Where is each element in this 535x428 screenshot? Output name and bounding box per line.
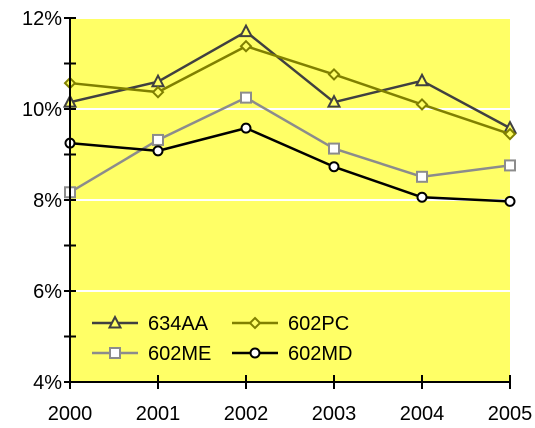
y-tick-label: 10%: [22, 99, 62, 121]
data-point-602MD: [328, 161, 340, 173]
data-point-602MD: [416, 191, 428, 203]
legend: 634AA 602PC 602ME 602MD: [92, 313, 352, 365]
legend-label: 602ME: [148, 343, 211, 365]
data-point-602PC: [415, 98, 429, 111]
data-point-602MD: [152, 145, 164, 157]
legend-item-602ME: 602ME: [92, 343, 211, 365]
series-602PC: [63, 39, 517, 141]
legend-marker: [107, 314, 123, 329]
data-point-602ME: [152, 133, 164, 146]
y-tick-label: 4%: [33, 372, 62, 394]
series-602MD: [64, 122, 516, 207]
legend-marker: [249, 347, 261, 359]
series-line-602MD: [69, 126, 511, 203]
y-tick-label: 8%: [33, 190, 62, 212]
series-line-634AA: [69, 30, 511, 130]
data-point-602PC: [239, 39, 253, 53]
x-tick-label: 2002: [224, 403, 269, 425]
data-point-634AA: [238, 23, 254, 38]
legend-label: 602MD: [288, 343, 352, 365]
legend-marker: [248, 316, 262, 330]
legend-item-634AA: 634AA: [92, 313, 209, 335]
legend-label: 634AA: [148, 313, 209, 335]
series-634AA: [62, 23, 518, 134]
legend-item-602MD: 602MD: [232, 343, 352, 365]
data-point-602PC: [327, 68, 341, 81]
data-point-634AA: [414, 72, 430, 87]
x-tick-label: 2000: [48, 403, 93, 425]
data-point-602ME: [328, 142, 340, 155]
legend-item-602PC: 602PC: [232, 313, 349, 335]
data-point-602PC: [503, 127, 517, 141]
x-tick-label: 2001: [136, 403, 181, 425]
data-point-602MD: [504, 195, 516, 207]
data-point-602ME: [504, 159, 516, 172]
series-line-602PC: [69, 44, 511, 136]
axes: [64, 17, 511, 389]
series-layer: [62, 23, 518, 207]
x-tick-label: 2004: [400, 403, 445, 425]
data-point-634AA: [326, 94, 342, 108]
data-point-602ME: [416, 170, 428, 183]
y-tick-label: 6%: [33, 281, 62, 303]
tick-labels: 4% 6% 8% 10% 12% 2000 2001 2002 2003 2004 2005: [22, 8, 532, 425]
legend-label: 602PC: [288, 313, 349, 335]
data-point-602ME: [240, 91, 252, 104]
x-tick-label: 2003: [312, 403, 357, 425]
legend-marker: [109, 347, 121, 359]
x-tick-label: 2005: [488, 403, 533, 425]
y-tick-label: 12%: [22, 8, 62, 30]
data-point-602PC: [151, 85, 165, 99]
data-point-602MD: [240, 122, 252, 134]
